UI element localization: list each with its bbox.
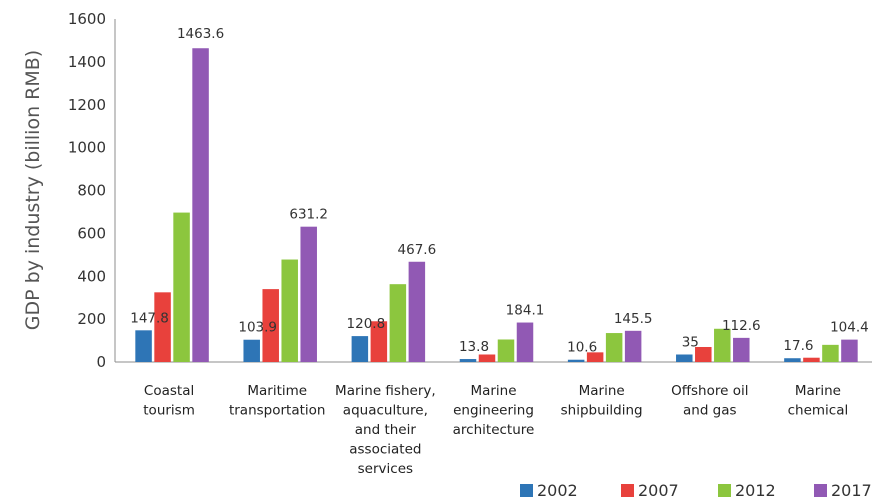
legend-label: 2002: [537, 481, 578, 500]
data-label: 35: [682, 334, 699, 350]
data-label: 147.8: [130, 310, 169, 326]
bar-2007: [586, 352, 604, 362]
category-labels: Coastal tourism Maritime transportation Mari…: [143, 383, 848, 477]
bar-2007: [803, 357, 820, 362]
category-label: tourism: [143, 403, 195, 419]
bar-2007: [370, 321, 388, 362]
bar-2002: [676, 354, 693, 362]
data-label: 13.8: [459, 339, 489, 355]
y-tick-label: 1600: [68, 10, 106, 28]
data-label: 631.2: [289, 207, 328, 223]
category-label: shipbuilding: [561, 403, 643, 419]
bar-2002: [784, 358, 801, 362]
data-label: 112.6: [722, 318, 761, 334]
category-label: associated: [349, 442, 421, 458]
data-labels: 147.8 1463.6 103.9 631.2 120.8 467.6 13.8 184.1…: [130, 26, 869, 355]
legend-label: 2012: [735, 481, 776, 500]
data-label: 120.8: [347, 316, 386, 332]
bar-2017: [841, 339, 858, 362]
bar-2017: [300, 226, 317, 362]
y-tick-label: 400: [77, 267, 106, 285]
data-label: 104.4: [830, 320, 869, 336]
legend-label: 2007: [638, 481, 679, 500]
category-label: engineering: [453, 403, 534, 419]
y-tick-label: 1000: [68, 139, 106, 157]
bar-2012: [497, 339, 515, 362]
bars: [135, 48, 858, 362]
axes: 0 200 400 600 800 1000 1200 1400 1600: [68, 10, 872, 371]
y-axis-label: GDP by industry (billion RMB): [22, 50, 44, 330]
bar-2017: [516, 322, 534, 362]
bar-2012: [389, 284, 407, 362]
bar-2017: [733, 337, 750, 362]
category-label: Marine: [470, 383, 516, 399]
category-label: Maritime: [247, 383, 307, 399]
bar-2002: [351, 336, 369, 362]
bar-2002: [459, 359, 477, 362]
category-label: Marine: [795, 383, 841, 399]
category-label: and gas: [683, 403, 737, 419]
data-label: 1463.6: [177, 26, 224, 42]
category-label: architecture: [453, 422, 535, 438]
data-label: 184.1: [506, 303, 545, 319]
bar-2012: [605, 333, 623, 362]
category-label: transportation: [229, 403, 326, 419]
bar-2012: [822, 344, 839, 362]
category-label: services: [358, 461, 413, 477]
y-tick-label: 1400: [68, 53, 106, 71]
y-tick-label: 0: [96, 353, 106, 371]
bar-2007: [695, 346, 712, 362]
bar-2002: [567, 359, 585, 362]
category-label: aquaculture,: [343, 403, 428, 419]
category-label: Marine fishery,: [335, 383, 436, 399]
category-label: chemical: [788, 403, 849, 419]
data-label: 17.6: [783, 338, 813, 354]
legend-swatch-2012: [718, 484, 731, 497]
legend-label: 2017: [831, 481, 872, 500]
bar-2017: [192, 48, 209, 362]
data-label: 145.5: [614, 311, 653, 327]
y-tick-label: 600: [77, 224, 106, 242]
bar-2007: [154, 292, 171, 362]
data-label: 467.6: [398, 242, 437, 258]
y-tick-label: 200: [77, 310, 106, 328]
data-label: 10.6: [567, 340, 597, 356]
bar-2017: [624, 330, 642, 362]
category-label: and their: [355, 422, 417, 438]
legend-swatch-2007: [621, 484, 634, 497]
bar-2012: [714, 328, 731, 362]
legend: 2002 2007 2012 2017: [520, 481, 872, 500]
category-label: Marine: [579, 383, 625, 399]
category-label: Offshore oil: [671, 383, 748, 399]
bar-2012: [281, 259, 298, 362]
bar-2007: [478, 354, 496, 362]
bar-2007: [262, 289, 279, 362]
data-label: 103.9: [238, 320, 277, 336]
bar-2012: [173, 212, 190, 362]
legend-swatch-2002: [520, 484, 533, 497]
bar-2017: [408, 261, 426, 362]
legend-swatch-2017: [814, 484, 827, 497]
bar-2002: [243, 339, 260, 362]
y-tick-label: 800: [77, 182, 106, 200]
y-tick-label: 1200: [68, 96, 106, 114]
category-label: Coastal: [144, 383, 194, 399]
bar-2002: [135, 330, 152, 362]
